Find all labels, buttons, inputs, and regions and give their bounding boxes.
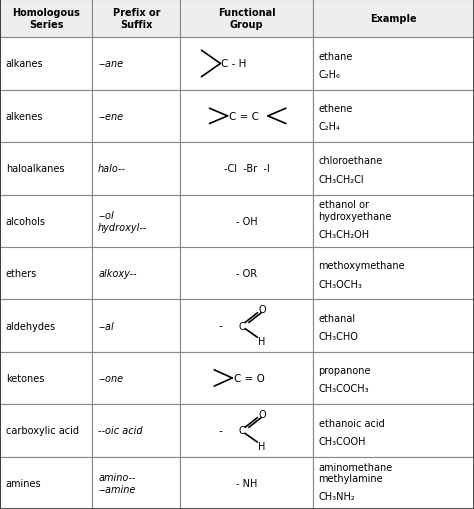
Bar	[313, 195, 474, 247]
Text: alkenes: alkenes	[6, 111, 43, 122]
Text: amino--
--amine: amino-- --amine	[98, 472, 136, 494]
Bar	[92, 195, 180, 247]
Text: aminomethane
methylamine: aminomethane methylamine	[319, 462, 393, 483]
Text: ethanol or
hydroxyethane: ethanol or hydroxyethane	[319, 200, 392, 221]
Text: - OR: - OR	[236, 269, 257, 278]
Bar	[0, 38, 92, 91]
Bar	[180, 38, 313, 91]
Text: CH₃COCH₃: CH₃COCH₃	[319, 384, 369, 393]
Bar	[313, 457, 474, 509]
Bar	[0, 0, 92, 38]
Bar	[313, 352, 474, 404]
Bar	[313, 0, 474, 38]
Text: --ol
hydroxyl--: --ol hydroxyl--	[98, 211, 147, 232]
Text: C: C	[238, 426, 245, 436]
Text: haloalkanes: haloalkanes	[6, 164, 64, 174]
Text: --oic acid: --oic acid	[98, 426, 143, 436]
Text: CH₃OCH₃: CH₃OCH₃	[319, 279, 363, 289]
Text: --al: --al	[98, 321, 114, 331]
Text: CH₃CHO: CH₃CHO	[319, 331, 358, 342]
Text: C - H: C - H	[221, 60, 247, 69]
Bar	[0, 352, 92, 404]
Bar	[92, 143, 180, 195]
Bar	[92, 91, 180, 143]
Text: alkanes: alkanes	[6, 60, 43, 69]
Bar	[0, 195, 92, 247]
Bar	[92, 0, 180, 38]
Text: CH₃COOH: CH₃COOH	[319, 436, 366, 446]
Text: CH₃CH₂Cl: CH₃CH₂Cl	[319, 175, 364, 184]
Bar	[0, 247, 92, 300]
Text: -Cl  -Br  -I: -Cl -Br -I	[224, 164, 269, 174]
Bar	[180, 404, 313, 457]
Text: - OH: - OH	[236, 216, 257, 227]
Text: propanone: propanone	[319, 365, 371, 375]
Text: --ene: --ene	[98, 111, 123, 122]
Bar	[180, 0, 313, 38]
Text: alkoxy--: alkoxy--	[98, 269, 137, 278]
Bar	[180, 457, 313, 509]
Text: O: O	[258, 304, 266, 314]
Text: -: -	[219, 426, 222, 436]
Text: Homologous
Series: Homologous Series	[12, 8, 80, 30]
Text: -: -	[219, 321, 222, 331]
Bar	[0, 457, 92, 509]
Bar	[313, 300, 474, 352]
Text: ethanoic acid: ethanoic acid	[319, 418, 384, 428]
Text: ketones: ketones	[6, 373, 44, 383]
Text: Example: Example	[370, 14, 417, 24]
Text: H: H	[258, 441, 266, 451]
Text: ethers: ethers	[6, 269, 37, 278]
Bar	[180, 143, 313, 195]
Bar	[92, 352, 180, 404]
Text: CH₃CH₂OH: CH₃CH₂OH	[319, 230, 370, 239]
Text: - NH: - NH	[236, 478, 257, 488]
Bar	[92, 300, 180, 352]
Bar	[92, 457, 180, 509]
Bar	[313, 91, 474, 143]
Text: C₂H₄: C₂H₄	[319, 122, 340, 132]
Text: C₂H₆: C₂H₆	[319, 70, 340, 80]
Text: C = O: C = O	[234, 373, 264, 383]
Bar	[0, 91, 92, 143]
Text: ethanal: ethanal	[319, 313, 356, 323]
Text: chloroethane: chloroethane	[319, 156, 383, 166]
Bar	[92, 38, 180, 91]
Bar	[180, 352, 313, 404]
Bar	[92, 404, 180, 457]
Text: methoxymethane: methoxymethane	[319, 261, 405, 271]
Text: halo--: halo--	[98, 164, 126, 174]
Bar	[180, 195, 313, 247]
Text: carboxylic acid: carboxylic acid	[6, 426, 79, 436]
Text: Functional
Group: Functional Group	[218, 8, 275, 30]
Bar	[0, 300, 92, 352]
Text: C: C	[238, 321, 245, 331]
Text: alcohols: alcohols	[6, 216, 46, 227]
Bar	[313, 143, 474, 195]
Bar	[0, 404, 92, 457]
Text: --ane: --ane	[98, 60, 123, 69]
Bar	[92, 247, 180, 300]
Bar	[313, 247, 474, 300]
Text: amines: amines	[6, 478, 41, 488]
Text: --one: --one	[98, 373, 123, 383]
Text: ethene: ethene	[319, 104, 353, 114]
Text: CH₃NH₂: CH₃NH₂	[319, 491, 356, 501]
Bar	[313, 38, 474, 91]
Bar	[313, 404, 474, 457]
Text: ethane: ethane	[319, 51, 353, 62]
Text: H: H	[258, 336, 266, 347]
Text: Prefix or
Suffix: Prefix or Suffix	[112, 8, 160, 30]
Bar	[180, 91, 313, 143]
Bar	[180, 300, 313, 352]
Text: O: O	[258, 409, 266, 419]
Text: C = C: C = C	[229, 111, 259, 122]
Text: aldehydes: aldehydes	[6, 321, 56, 331]
Bar	[0, 143, 92, 195]
Bar	[180, 247, 313, 300]
